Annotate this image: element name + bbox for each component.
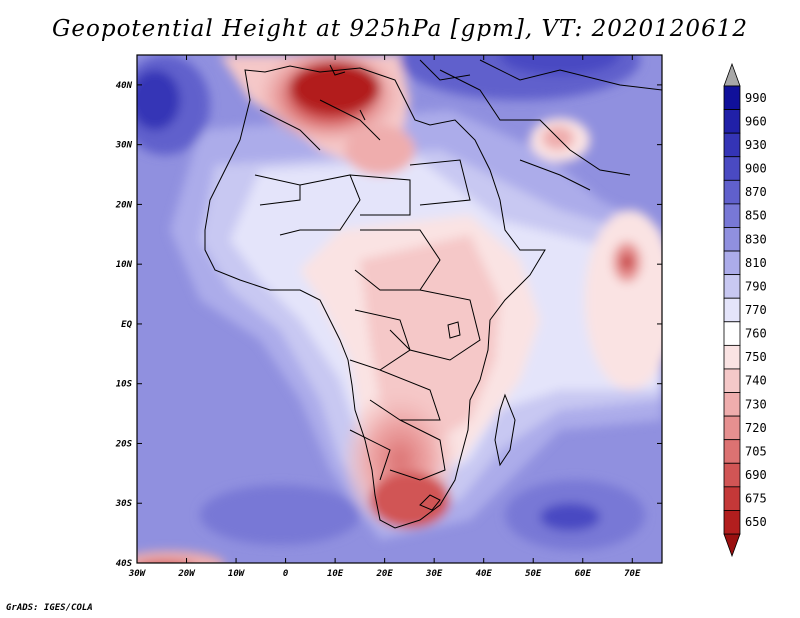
colorbar-swatch <box>723 109 741 134</box>
colorbar-swatch <box>723 392 741 417</box>
colorbar-swatch <box>723 368 741 393</box>
colorbar-label: 650 <box>745 515 767 529</box>
colorbar-swatch <box>723 510 741 535</box>
colorbar-swatch <box>723 297 741 323</box>
colorbar-label: 730 <box>745 397 767 411</box>
colorbar-label: 930 <box>745 138 767 152</box>
lat-tick-label: 30S <box>115 499 133 509</box>
colorbar-swatch <box>723 344 741 370</box>
credit-text: GrADS: IGES/COLA <box>6 603 93 613</box>
colorbar-label: 675 <box>745 492 767 506</box>
colorbar-label: 990 <box>745 91 767 105</box>
lon-tick-label: 20E <box>376 569 394 579</box>
colorbar-label: 960 <box>745 114 767 128</box>
colorbar-label: 705 <box>745 444 767 458</box>
lat-tick-label: 20N <box>115 200 133 210</box>
coastlines <box>204 59 662 529</box>
colorbar-swatch <box>723 415 741 441</box>
lon-tick-label: 60E <box>575 569 592 579</box>
lon-tick-label: 20W <box>177 569 196 579</box>
lat-tick-label: 10S <box>116 380 133 390</box>
lon-tick-label: 50E <box>525 569 542 579</box>
colorbar-label: 810 <box>745 256 767 270</box>
colorbar-label: 850 <box>745 209 767 223</box>
latitude-axis: 40N 30N 20N 10N EQ 10S 20S 30S 40S <box>115 81 662 569</box>
lon-tick-label: 0 <box>283 569 289 579</box>
colorbar-swatch <box>723 132 741 158</box>
colorbar-label: 690 <box>745 468 767 482</box>
colorbar-swatch <box>723 227 741 252</box>
colorbar-label: 750 <box>745 350 767 364</box>
colorbar-label: 770 <box>745 303 767 317</box>
lat-tick-label: 40S <box>116 559 133 569</box>
lon-tick-label: 10E <box>327 569 344 579</box>
lat-tick-label: 40N <box>116 81 133 91</box>
map-title: Geopotential Height at 925hPa [gpm], VT:… <box>52 16 748 42</box>
lon-tick-label: 30W <box>128 569 147 579</box>
colorbar-swatch <box>723 156 741 181</box>
colorbar-label: 740 <box>745 374 767 388</box>
colorbar-label: 830 <box>745 232 767 246</box>
colorbar-top-arrow <box>723 62 741 87</box>
colorbar-swatch <box>723 203 741 228</box>
height-field <box>137 55 662 563</box>
colorbar-label: 720 <box>745 421 767 435</box>
lat-tick-label: EQ <box>121 320 132 330</box>
colorbar-swatch <box>723 274 741 299</box>
lat-tick-label: 10N <box>116 260 133 270</box>
colorbar-swatch <box>723 321 741 346</box>
colorbar-swatch <box>723 250 741 276</box>
colorbar-swatch <box>723 486 741 511</box>
lon-tick-label: 10W <box>228 569 246 579</box>
lon-tick-label: 40E <box>476 569 493 579</box>
colorbar: 990 960 930 900 870 850 830 810 790 770 760 750 740 7… <box>723 62 767 558</box>
lat-tick-label: 20S <box>115 439 133 449</box>
colorbar-bottom-arrow <box>723 533 741 558</box>
colorbar-swatch <box>723 439 741 464</box>
lon-tick-label: 30E <box>425 569 443 579</box>
colorbar-swatch <box>723 85 741 110</box>
colorbar-swatch <box>723 179 741 205</box>
colorbar-label: 790 <box>745 279 767 293</box>
lat-tick-label: 30N <box>115 141 133 151</box>
colorbar-swatch <box>723 462 741 488</box>
map-frame <box>136 54 663 564</box>
lon-tick-label: 70E <box>624 569 641 579</box>
colorbar-label: 900 <box>745 162 767 176</box>
colorbar-label: 760 <box>745 327 767 341</box>
colorbar-label: 870 <box>745 185 767 199</box>
longitude-axis: 30W 20W 10W 0 10E 20E 30E 40E 50E 60E 70E <box>128 55 641 579</box>
